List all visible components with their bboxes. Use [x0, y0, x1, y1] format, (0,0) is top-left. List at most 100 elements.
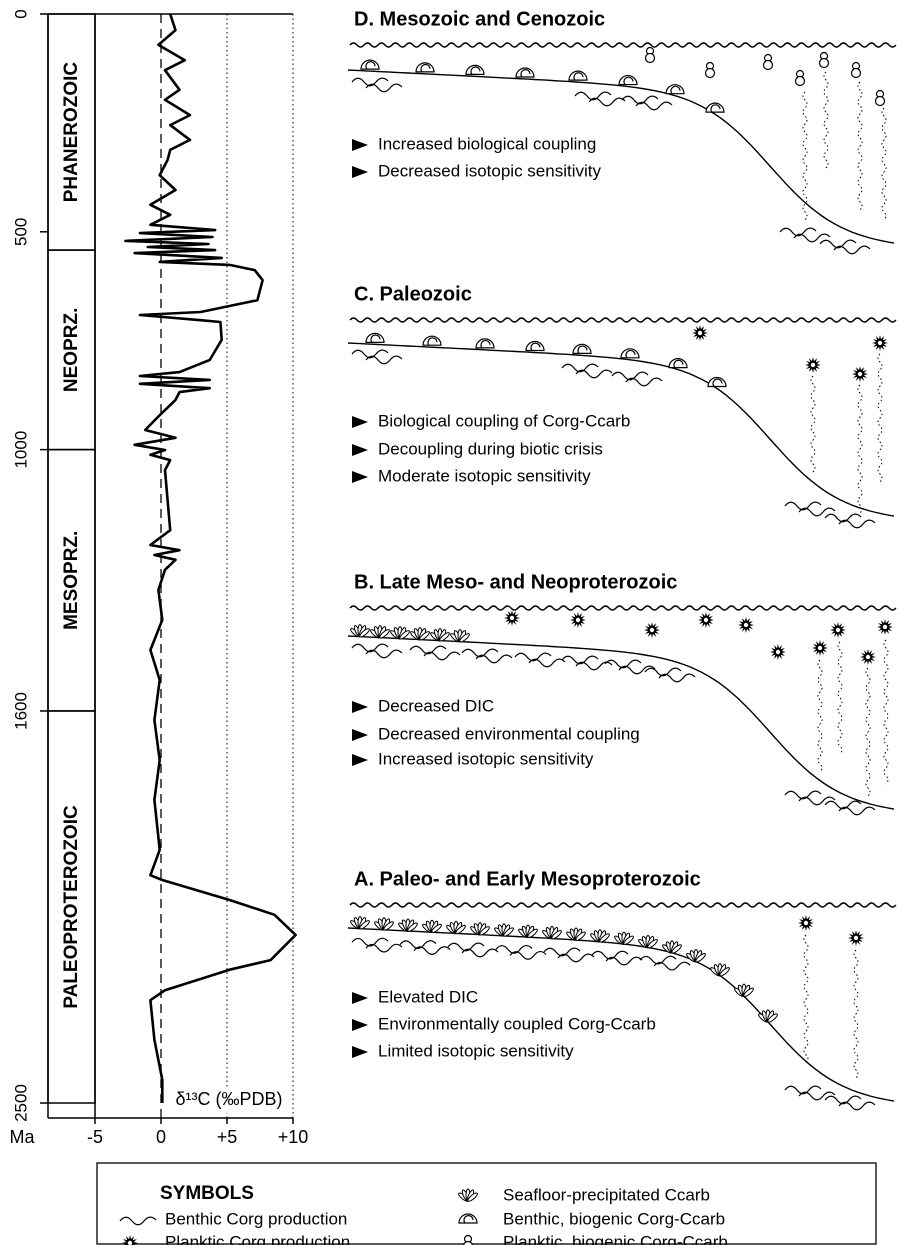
value-tick-label: 0 — [156, 1127, 166, 1147]
age-axis-label: Ma — [9, 1127, 35, 1147]
panel-bullet: Environmentally coupled Corg-Ccarb — [378, 1014, 656, 1033]
sinking-flux — [818, 660, 822, 772]
panel-bullet: Limited isotopic sensitivity — [378, 1041, 574, 1060]
panel-title: B. Late Meso- and Neoproterozoic — [354, 571, 677, 593]
sinking-flux — [811, 376, 815, 472]
bullet-arrow — [352, 471, 368, 483]
planktic-corg-core — [878, 341, 882, 345]
panel-bullet: Decoupling during biotic crisis — [378, 439, 603, 458]
planktic-corg-core — [650, 628, 654, 632]
panel-bullet: Decreased isotopic sensitivity — [378, 161, 601, 180]
planktic-corg-core — [576, 618, 580, 622]
era-label: MESOPRZ. — [61, 531, 82, 630]
age-tick-label: 0 — [11, 9, 30, 18]
planktic-biogenic — [646, 54, 655, 63]
legend-item: Benthic Corg production — [165, 1209, 347, 1228]
benthic-biogenic — [526, 342, 544, 351]
planktic-biogenic — [706, 69, 715, 78]
diagram-panel: B. Late Meso- and Neoproterozoic Decrease… — [348, 571, 896, 814]
bullet-arrow — [352, 166, 368, 178]
planktic-biogenic — [764, 61, 773, 70]
planktic-biogenic — [464, 1242, 473, 1245]
legend-title: SYMBOLS — [160, 1183, 254, 1204]
panel-title: C. Paleozoic — [354, 283, 472, 305]
planktic-corg-core — [510, 616, 514, 620]
sea-surface — [350, 903, 896, 907]
diagram-panel: A. Paleo- and Early Mesoproterozoic Eleva… — [348, 868, 896, 1109]
bullet-arrow — [352, 1019, 368, 1031]
benthic-biogenic — [466, 65, 484, 74]
diagram-panel: D. Mesozoic and Cenozoic Increased biolog… — [348, 8, 896, 253]
planktic-corg-core — [818, 646, 822, 650]
planktic-corg-core — [128, 1241, 132, 1245]
benthic-biogenic — [569, 71, 587, 80]
benthic-biogenic — [666, 85, 684, 94]
planktic-corg-core — [854, 936, 858, 940]
sinking-flux — [866, 668, 870, 796]
bullet-arrow — [352, 992, 368, 1004]
age-tick-label: 500 — [11, 218, 30, 246]
legend-item: Benthic, biogenic Corg-Ccarb — [503, 1209, 725, 1228]
sinking-flux — [882, 108, 886, 220]
era-label: PALEOPROTEROZOIC — [61, 805, 82, 1009]
value-tick-label: +5 — [217, 1127, 238, 1147]
sea-surface — [350, 606, 896, 610]
value-tick-label: +10 — [278, 1127, 309, 1147]
benthic-biogenic — [416, 63, 434, 72]
figure: 0 500 1000 1600 2500 Ma PHANEROZOIC NEOPRZ. MESO… — [0, 0, 898, 1245]
age-tick-label: 1000 — [11, 431, 30, 469]
panel-bullet: Decreased DIC — [378, 696, 494, 715]
panel-bullet: Biological coupling of Corg-Ccarb — [378, 411, 630, 430]
sinking-flux — [858, 82, 862, 210]
panel-bullet: Moderate isotopic sensitivity — [378, 466, 591, 485]
panel-bullet: Increased biological coupling — [378, 134, 596, 153]
planktic-corg-core — [744, 623, 748, 627]
isotope-curve — [125, 14, 295, 1103]
legend-item: Planktic Corg production — [165, 1232, 350, 1245]
planktic-corg-core — [836, 628, 840, 632]
sea-surface — [350, 318, 896, 322]
bullet-arrow — [352, 1046, 368, 1058]
panel-bullet: Increased isotopic sensitivity — [378, 749, 594, 768]
age-tick-label: 2500 — [11, 1084, 30, 1122]
planktic-corg-core — [704, 618, 708, 622]
sinking-flux — [838, 642, 842, 754]
bullet-arrow — [352, 139, 368, 151]
value-axis-label: δ¹³C (‰PDB) — [175, 1089, 282, 1109]
benthic-biogenic — [708, 377, 726, 386]
era-label: PHANEROZOIC — [61, 62, 82, 203]
bullet-arrow — [352, 729, 368, 741]
panel-title: A. Paleo- and Early Mesoproterozoic — [354, 868, 701, 890]
planktic-corg-core — [866, 655, 870, 659]
benthic-biogenic — [366, 333, 384, 342]
age-tick-label: 1600 — [11, 692, 30, 730]
benthic-biogenic — [423, 336, 441, 345]
panel-bullet: Elevated DIC — [378, 987, 478, 1006]
seafloor — [348, 636, 894, 809]
benthic-biogenic — [476, 339, 494, 348]
benthic-biogenic — [361, 60, 379, 69]
planktic-corg-core — [858, 372, 862, 376]
bullet-arrow — [352, 754, 368, 766]
legend-item: Planktic, biogenic Corg-Ccarb — [503, 1232, 728, 1245]
bullet-arrow — [352, 444, 368, 456]
legend-item: Seafloor-precipitated Ccarb — [503, 1185, 710, 1204]
benthic-biogenic — [516, 68, 534, 77]
bullet-arrow — [352, 416, 368, 428]
benthic-biogenic — [621, 349, 639, 358]
sinking-flux — [858, 385, 862, 513]
page: 0 500 1000 1600 2500 Ma PHANEROZOIC NEOPRZ. MESO… — [0, 0, 898, 1245]
benthic-biogenic — [619, 76, 637, 85]
era-label: NEOPRZ. — [61, 308, 82, 392]
benthic-biogenic — [573, 344, 591, 353]
seafloor — [348, 70, 894, 243]
panel-bullet: Decreased environmental coupling — [378, 724, 640, 743]
bullet-arrow — [352, 701, 368, 713]
planktic-biogenic — [852, 69, 861, 78]
value-tick-label: -5 — [87, 1127, 103, 1147]
planktic-biogenic — [796, 77, 805, 86]
sinking-flux — [878, 354, 882, 482]
panel-title: D. Mesozoic and Cenozoic — [354, 8, 605, 30]
benthic-biogenic — [669, 359, 687, 368]
diagram-panel: C. Paleozoic Biological coupling of Corg-… — [348, 283, 896, 527]
